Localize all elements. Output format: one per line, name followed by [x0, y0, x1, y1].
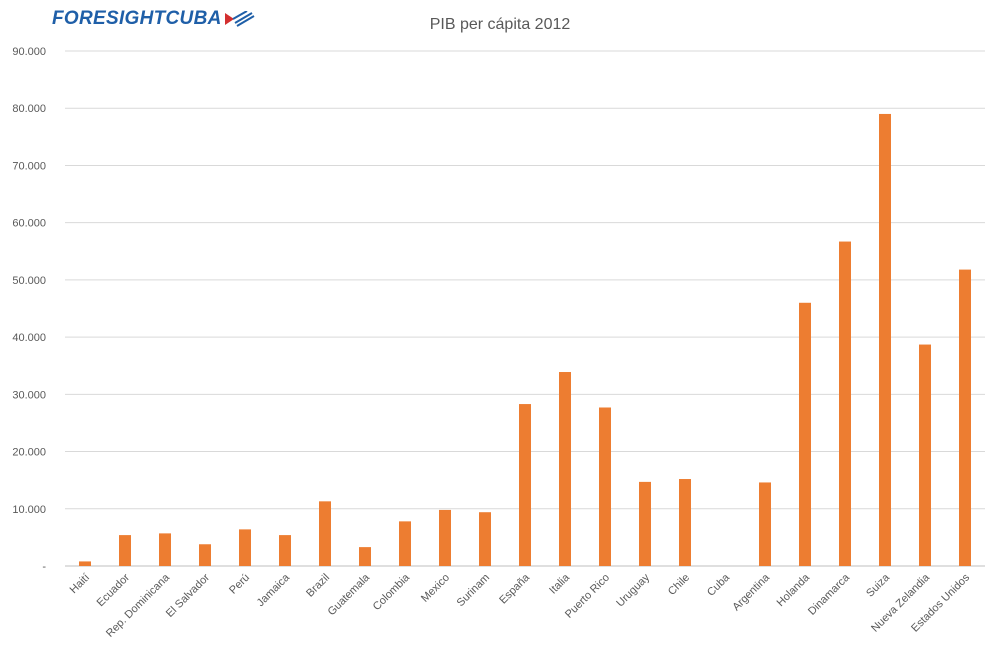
- x-tick-label: Brazil: [304, 572, 332, 600]
- y-tick-label: 20.000: [12, 447, 46, 459]
- x-tick-label: Argentina: [730, 571, 772, 613]
- y-tick-label: 50.000: [12, 275, 46, 287]
- bar: [919, 344, 931, 566]
- bar: [639, 481, 651, 566]
- bars: [79, 113, 971, 567]
- y-tick-label: 80.000: [12, 103, 46, 115]
- x-tick-label: Suiza: [864, 571, 893, 600]
- bar: [439, 509, 451, 566]
- x-tick-label: Perú: [227, 572, 252, 597]
- bar: [119, 535, 131, 566]
- x-tick-label: Ecuador: [95, 571, 133, 609]
- bar: [839, 241, 851, 567]
- y-tick-label: 60.000: [12, 218, 46, 230]
- chart-title: PIB per cápita 2012: [430, 16, 571, 33]
- x-tick-label: Chile: [666, 572, 692, 598]
- y-tick-label: -: [42, 561, 46, 573]
- y-axis-ticks: - 10.000 20.000 30.000 40.000 50.000 60.000 70.…: [12, 46, 46, 573]
- x-tick-label: Mexico: [419, 572, 452, 605]
- bar: [319, 501, 331, 566]
- x-tick-label: Italia: [547, 571, 573, 597]
- logo-text: FORESIGHTCUBA: [52, 8, 222, 29]
- bar: [479, 512, 491, 566]
- x-tick-label: Cuba: [705, 571, 733, 599]
- x-tick-label: Uruguay: [614, 571, 652, 609]
- y-tick-label: 30.000: [12, 389, 46, 401]
- bar: [279, 535, 291, 566]
- x-tick-label: Surinam: [455, 572, 492, 609]
- x-tick-label: Haití: [68, 572, 92, 596]
- x-tick-label: Colombia: [371, 571, 413, 613]
- y-tick-label: 40.000: [12, 332, 46, 344]
- bar: [879, 113, 891, 566]
- bar: [679, 479, 691, 566]
- bar: [399, 521, 411, 566]
- gridlines: [65, 50, 985, 567]
- x-tick-label: España: [497, 571, 532, 606]
- bar: [759, 482, 771, 566]
- x-tick-label: Jamaica: [255, 571, 293, 609]
- y-tick-label: 90.000: [12, 46, 46, 58]
- brand-logo: FORESIGHTCUBA: [52, 8, 255, 30]
- y-tick-label: 70.000: [12, 160, 46, 172]
- bar: [959, 269, 971, 566]
- flag-arrows-icon: [224, 11, 255, 27]
- bar: [599, 407, 611, 566]
- bar: [239, 529, 251, 566]
- bar: [519, 404, 531, 566]
- bar: [559, 372, 571, 566]
- bar: [799, 302, 811, 566]
- bar: [159, 533, 171, 566]
- bar: [359, 547, 371, 566]
- y-tick-label: 10.000: [12, 504, 46, 516]
- bar: [199, 544, 211, 566]
- bar: [79, 561, 91, 566]
- x-tick-label: Dinamarca: [806, 571, 853, 618]
- x-tick-label: El Salvador: [164, 571, 212, 619]
- x-tick-label: Guatemala: [326, 571, 373, 618]
- x-tick-label: Holanda: [775, 571, 813, 609]
